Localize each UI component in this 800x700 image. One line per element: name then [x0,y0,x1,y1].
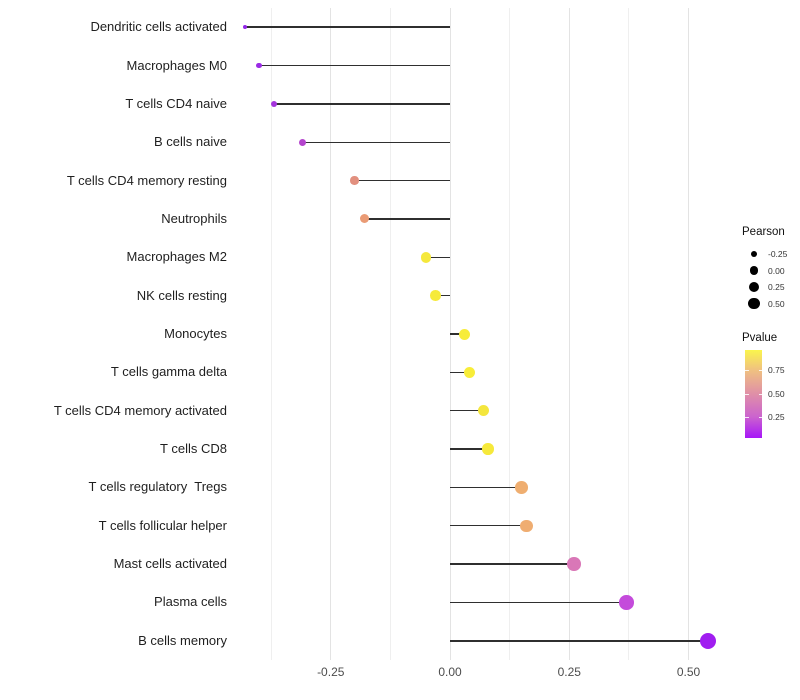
lollipop-dot [463,366,475,378]
lollipop-dot [350,176,359,185]
lollipop-dot [515,481,528,494]
lollipop-dot [567,557,581,571]
lollipop-stem [450,448,489,450]
lollipop-dot [359,214,369,224]
y-axis-label: T cells regulatory Tregs [88,479,227,495]
y-axis-label: T cells CD4 memory activated [53,402,227,418]
lollipop-stem [450,486,522,489]
y-axis-label: T cells CD8 [160,441,227,457]
x-minor-gridline [628,8,630,660]
lollipop-stem [450,563,575,565]
lollipop-dot [270,100,277,107]
lollipop-dot [430,290,441,301]
x-major-gridline [568,8,570,660]
lollipop-dot [520,519,533,532]
y-axis-label: B cells naive [154,134,227,150]
legend-size-dot [749,282,759,292]
lollipop-dot [477,404,490,417]
lollipop-dot [699,632,716,649]
lollipop-stem [426,256,450,258]
lollipop-dot [420,252,432,263]
y-axis-label: T cells gamma delta [110,364,227,380]
legend-size-dot [748,297,760,310]
x-axis-tick-label: -0.25 [317,665,345,679]
lollipop-dot [458,328,470,340]
legend-size-label: 0.00 [768,265,785,276]
legend-pvalue-title: Pvalue [742,332,778,344]
lollipop-stem [435,294,450,297]
lollipop-stem [259,64,450,67]
lollipop-stem [450,640,708,642]
y-axis-label: Plasma cells [154,594,227,610]
y-axis-label: Neutrophils [161,210,227,226]
lollipop-stem [244,26,450,28]
y-axis-label: NK cells resting [136,287,227,303]
legend-size-dot [749,266,759,275]
colorbar-tick-label: 0.75 [768,365,785,375]
x-minor-gridline [389,8,391,660]
colorbar-tick-label: 0.25 [768,412,785,422]
lollipop-stem [354,179,450,182]
legend-size-dot [750,250,758,258]
y-axis-label: Macrophages M2 [126,249,227,265]
colorbar-tick-mark [745,370,749,371]
colorbar-tick-mark [758,417,762,418]
lollipop-stem [450,601,627,604]
lollipop-stem [450,371,470,374]
x-minor-gridline [270,8,272,660]
legend-size-label: 0.25 [768,282,785,292]
y-axis-label: T cells CD4 naive [125,95,227,111]
lollipop-dot [298,138,306,146]
y-axis-label: Mast cells activated [113,556,227,572]
colorbar-tick-mark [758,393,762,395]
x-minor-gridline [509,8,511,660]
x-axis-tick-label: 0.50 [676,665,701,679]
x-axis-tick-label: 0.25 [557,665,581,679]
y-axis-label: Macrophages M0 [126,57,227,73]
lollipop-stem [302,141,450,143]
lollipop-stem [450,333,465,335]
lollipop-stem [450,525,527,527]
x-major-gridline [330,8,332,660]
lollipop-dot [619,595,634,610]
colorbar-tick-mark [758,370,762,371]
colorbar-tick-mark [745,393,749,395]
colorbar-tick-label: 0.50 [768,388,785,399]
lollipop-stem [450,410,484,412]
pvalue-colorbar-gradient [745,350,762,438]
legend-size-label: -0.25 [768,249,788,259]
y-axis-label: T cells CD4 memory resting [66,172,227,188]
lollipop-dot [256,62,262,69]
lollipop-dot [482,443,494,455]
x-axis-tick-label: 0.00 [438,665,462,679]
lollipop-stem [273,103,450,105]
legend-size-label: 0.50 [768,298,785,309]
colorbar-tick-mark [745,417,749,418]
y-axis-label: B cells memory [138,632,227,648]
lollipop-dot [242,24,248,30]
lollipop-stem [364,218,450,220]
y-axis-label: T cells follicular helper [98,517,227,533]
y-axis-label: Dendritic cells activated [90,19,227,35]
x-major-gridline [688,8,689,660]
legend-pearson-title: Pearson [742,226,785,238]
y-axis-label: Monocytes [164,326,227,341]
